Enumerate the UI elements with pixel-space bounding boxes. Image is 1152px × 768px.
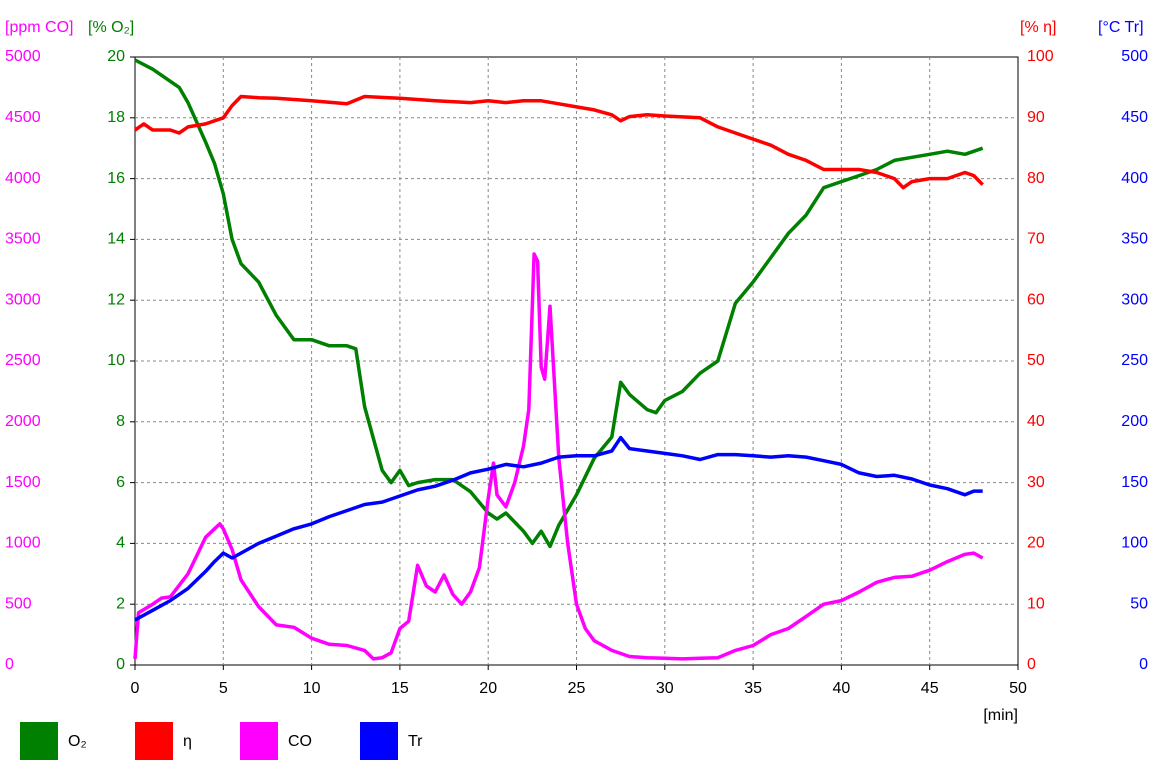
y-tick-label: 0 [5, 656, 14, 673]
y-tick-label: 18 [107, 109, 125, 126]
series-line [134, 58, 984, 549]
y-tick-label: 500 [1121, 48, 1148, 65]
legend-label: Tr [408, 733, 423, 750]
y-tick-label: 2 [116, 595, 125, 612]
y-tick-label: 100 [1027, 48, 1054, 65]
y-tick-label: 200 [1121, 413, 1148, 430]
y-tick-label: 0 [1027, 656, 1036, 673]
y-tick-label: 50 [1130, 595, 1148, 612]
y-tick-label: 14 [107, 231, 125, 248]
x-tick-label: 20 [479, 680, 497, 697]
y-tick-label: 10 [107, 352, 125, 369]
x-tick-label: 45 [921, 680, 939, 697]
legend-swatch [135, 722, 173, 760]
y-tick-label: 3500 [5, 231, 41, 248]
y-tick-label: 350 [1121, 231, 1148, 248]
y-tick-label: 4500 [5, 109, 41, 126]
x-tick-label: 15 [391, 680, 409, 697]
y-tick-label: 20 [107, 48, 125, 65]
legend-swatch [360, 722, 398, 760]
y-tick-label: 100 [1121, 535, 1148, 552]
x-tick-label: 5 [219, 680, 228, 697]
legend-swatch [20, 722, 58, 760]
x-tick-label: 35 [744, 680, 762, 697]
legend-label: CO [288, 733, 312, 750]
y-axis-label: [% η] [1020, 19, 1056, 36]
y-tick-label: 60 [1027, 291, 1045, 308]
x-tick-label: 25 [568, 680, 586, 697]
x-tick-label: 0 [131, 680, 140, 697]
y-tick-label: 20 [1027, 535, 1045, 552]
x-tick-label: 50 [1009, 680, 1027, 697]
y-tick-label: 6 [116, 474, 125, 491]
y-axis-label: [% O₂] [88, 19, 134, 36]
legend-swatch [240, 722, 278, 760]
y-tick-label: 2000 [5, 413, 41, 430]
y-tick-label: 70 [1027, 231, 1045, 248]
x-tick-label: 40 [833, 680, 851, 697]
y-tick-label: 300 [1121, 291, 1148, 308]
y-tick-label: 3000 [5, 291, 41, 308]
y-tick-label: 1500 [5, 474, 41, 491]
y-tick-label: 90 [1027, 109, 1045, 126]
y-tick-label: 10 [1027, 595, 1045, 612]
y-tick-label: 1000 [5, 535, 41, 552]
y-tick-label: 400 [1121, 170, 1148, 187]
y-tick-label: 50 [1027, 352, 1045, 369]
y-axis-label: [ppm CO] [5, 19, 73, 36]
y-tick-label: 0 [116, 656, 125, 673]
series-line [134, 94, 984, 190]
y-tick-label: 16 [107, 170, 125, 187]
y-tick-label: 4 [116, 535, 125, 552]
x-tick-label: 30 [656, 680, 674, 697]
y-tick-label: 5000 [5, 48, 41, 65]
y-tick-label: 150 [1121, 474, 1148, 491]
y-tick-label: 4000 [5, 170, 41, 187]
x-axis-label: [min] [983, 707, 1018, 724]
y-tick-label: 8 [116, 413, 125, 430]
y-tick-label: 2500 [5, 352, 41, 369]
y-tick-label: 80 [1027, 170, 1045, 187]
y-tick-label: 500 [5, 595, 32, 612]
y-tick-label: 0 [1139, 656, 1148, 673]
legend-label: O₂ [68, 733, 87, 750]
y-tick-label: 250 [1121, 352, 1148, 369]
y-tick-label: 450 [1121, 109, 1148, 126]
y-tick-label: 12 [107, 291, 125, 308]
legend-label: η [183, 733, 192, 750]
series-line [133, 252, 984, 661]
y-tick-label: 30 [1027, 474, 1045, 491]
x-tick-label: 10 [303, 680, 321, 697]
series-line [134, 435, 983, 622]
y-tick-label: 40 [1027, 413, 1045, 430]
y-axis-label: [°C Tr] [1098, 19, 1144, 36]
